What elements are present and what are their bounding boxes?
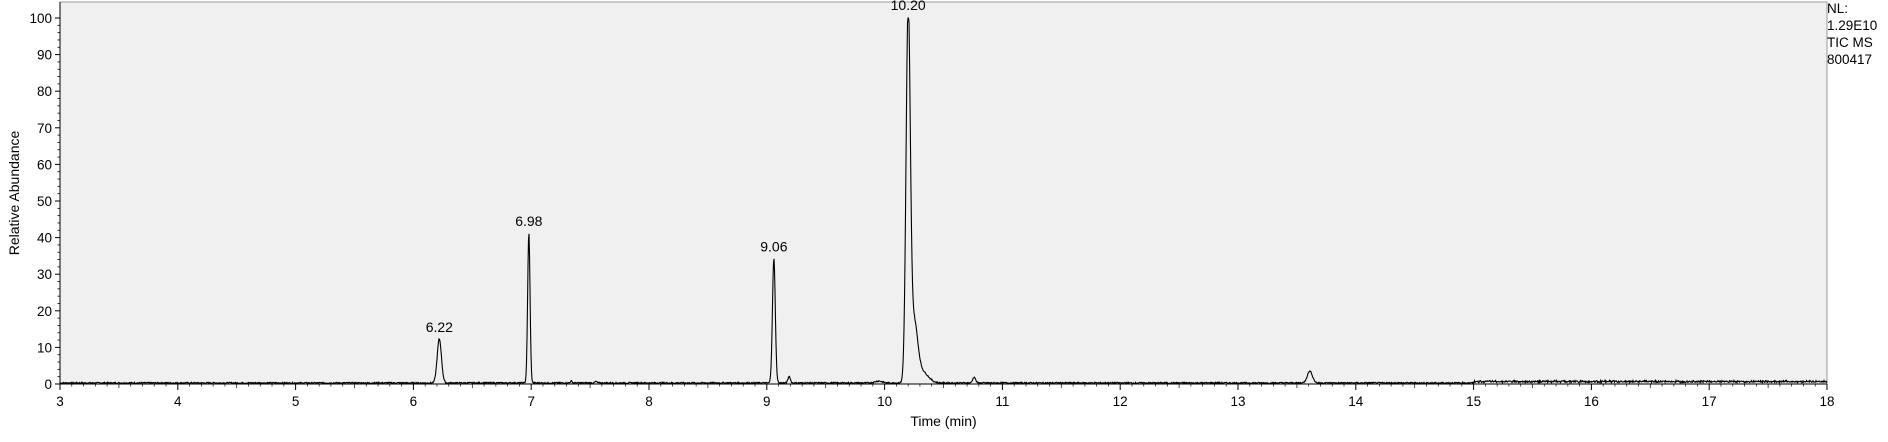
trace-group bbox=[59, 17, 1828, 385]
x-tick-label: 10 bbox=[877, 394, 892, 409]
x-tick-label: 9 bbox=[763, 394, 771, 409]
x-tick-label: 7 bbox=[527, 394, 535, 409]
x-tick-label: 3 bbox=[56, 394, 64, 409]
y-tick-label: 90 bbox=[37, 48, 52, 63]
y-axis: 0 10 20 30 40 50 60 70 80 90 100 bbox=[29, 2, 61, 392]
x-tick-label: 4 bbox=[174, 394, 182, 409]
peak-labels: 6.22 6.98 9.06 10.20 bbox=[426, 0, 926, 335]
x-tick-label: 18 bbox=[1819, 394, 1834, 409]
chromatogram-trace bbox=[59, 17, 1828, 385]
x-tick-label: 13 bbox=[1230, 394, 1245, 409]
plot-area bbox=[59, 1, 1828, 385]
x-tick-label: 15 bbox=[1466, 394, 1481, 409]
x-tick-label: 16 bbox=[1584, 394, 1599, 409]
scan-info-line: 1.29E10 bbox=[1827, 18, 1877, 33]
y-tick-label: 100 bbox=[29, 11, 52, 26]
y-tick-label: 0 bbox=[44, 377, 52, 392]
x-tick-label: 17 bbox=[1702, 394, 1717, 409]
y-tick-label: 80 bbox=[37, 84, 52, 99]
x-tick-label: 11 bbox=[995, 394, 1009, 409]
y-tick-label: 70 bbox=[37, 121, 52, 136]
x-tick-label: 5 bbox=[292, 394, 300, 409]
scan-info: NL: 1.29E10 TIC MS 800417 bbox=[1827, 1, 1877, 67]
y-tick-label: 50 bbox=[37, 194, 52, 209]
peak-label: 6.22 bbox=[426, 319, 453, 335]
y-tick-label: 60 bbox=[37, 157, 52, 172]
peak-label: 6.98 bbox=[515, 213, 542, 229]
y-tick-label: 40 bbox=[37, 231, 52, 246]
peak-label: 10.20 bbox=[891, 0, 926, 13]
x-axis: 3 4 5 6 7 8 9 10 11 12 13 14 15 16 17 18 bbox=[56, 383, 1835, 409]
y-tick-label: 30 bbox=[37, 267, 52, 282]
peak-label: 9.06 bbox=[760, 239, 787, 255]
x-tick-label: 6 bbox=[410, 394, 418, 409]
scan-info-line: NL: bbox=[1827, 1, 1848, 16]
x-tick-label: 14 bbox=[1348, 394, 1364, 409]
y-tick-label: 10 bbox=[37, 340, 52, 355]
scan-info-line: TIC MS bbox=[1827, 35, 1873, 50]
x-tick-label: 12 bbox=[1113, 394, 1128, 409]
x-tick-label: 8 bbox=[645, 394, 653, 409]
y-tick-label: 20 bbox=[37, 304, 52, 319]
scan-info-line: 800417 bbox=[1827, 52, 1872, 67]
y-axis-title: Relative Abundance bbox=[6, 131, 22, 256]
x-axis-title: Time (min) bbox=[910, 413, 976, 429]
